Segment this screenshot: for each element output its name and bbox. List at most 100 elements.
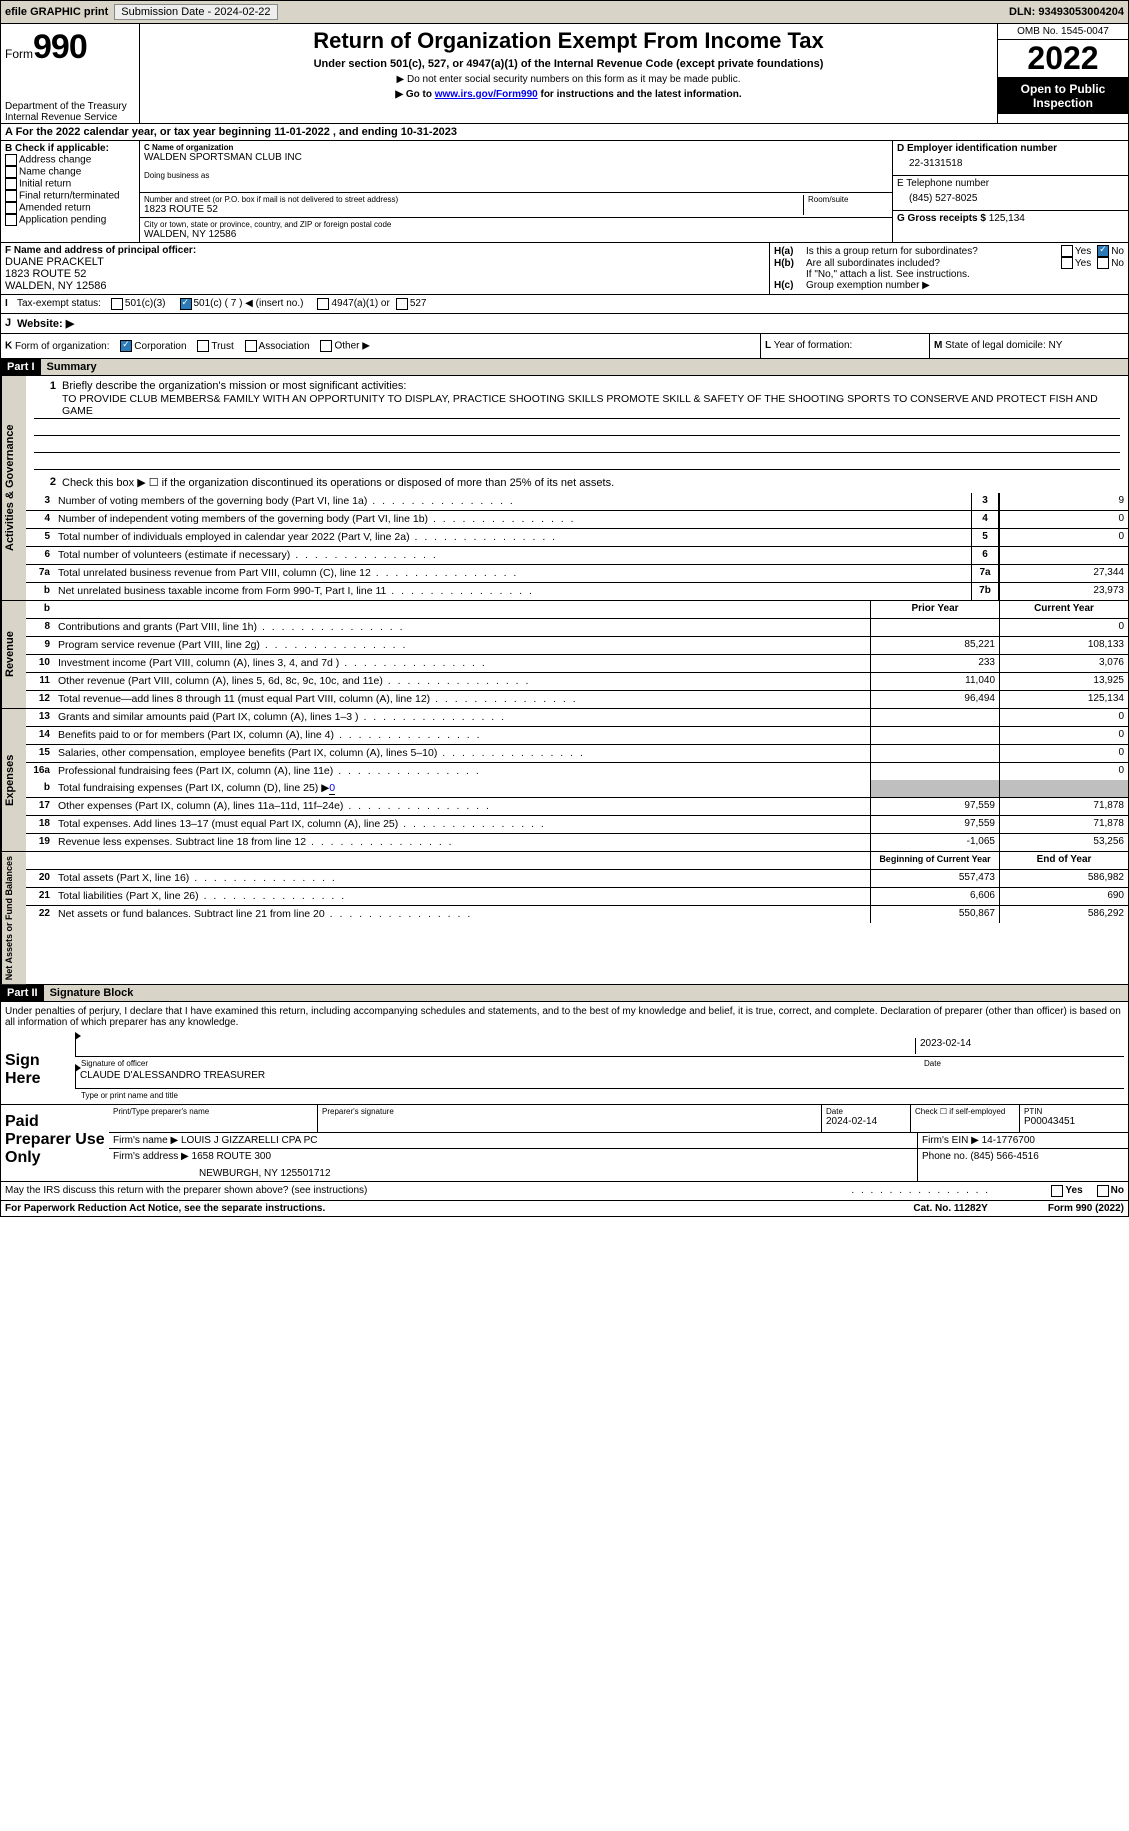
gross-receipts: 125,134 [989, 213, 1025, 224]
summary-revenue: Revenue b Prior Year Current Year 8Contr… [0, 601, 1129, 709]
firm-ein: 14-1776700 [982, 1135, 1035, 1146]
section-f: F Name and address of principal officer:… [1, 243, 770, 294]
section-klm: K Form of organization: Corporation Trus… [0, 334, 1129, 359]
dba [144, 180, 888, 190]
officer-name-title: CLAUDE D'ALESSANDRO TREASURER [75, 1068, 1124, 1089]
phone: (845) 527-8025 [897, 189, 1124, 208]
cb-4947[interactable] [317, 298, 329, 310]
officer-name: DUANE PRACKELT [5, 256, 765, 268]
street: 1823 ROUTE 52 [144, 204, 803, 215]
form-note1: ▶ Do not enter social security numbers o… [144, 74, 993, 85]
table-row: 8Contributions and grants (Part VIII, li… [26, 619, 1128, 637]
table-row: 12Total revenue—add lines 8 through 11 (… [26, 691, 1128, 708]
firm-city: NEWBURGH, NY 125501712 [113, 1162, 913, 1179]
table-row: 19Revenue less expenses. Subtract line 1… [26, 834, 1128, 851]
omb-number: OMB No. 1545-0047 [998, 24, 1128, 40]
table-row: 9Program service revenue (Part VIII, lin… [26, 637, 1128, 655]
section-deg: D Employer identification number 22-3131… [892, 141, 1128, 242]
signature-declaration: Under penalties of perjury, I declare th… [0, 1002, 1129, 1032]
paid-preparer: Paid Preparer Use Only Print/Type prepar… [0, 1105, 1129, 1182]
form-header: Form990 Department of the Treasury Inter… [0, 24, 1129, 124]
officer-city: WALDEN, NY 12586 [5, 280, 765, 292]
city: WALDEN, NY 12586 [144, 229, 888, 240]
cb-trust[interactable] [197, 340, 209, 352]
cb-app-pending[interactable] [5, 214, 17, 226]
firm-name: LOUIS J GIZZARELLI CPA PC [181, 1135, 318, 1146]
section-bcdefg: B Check if applicable: Address change Na… [0, 141, 1129, 243]
tab-revenue: Revenue [1, 601, 26, 708]
form-subtitle: Under section 501(c), 527, or 4947(a)(1)… [144, 58, 993, 70]
officer-street: 1823 ROUTE 52 [5, 268, 765, 280]
form-title: Return of Organization Exempt From Incom… [144, 28, 993, 54]
ein: 22-3131518 [897, 154, 1124, 173]
cb-initial-return[interactable] [5, 178, 17, 190]
cat-no: Cat. No. 11282Y [913, 1203, 987, 1214]
section-h: H(a) Is this a group return for subordin… [770, 243, 1128, 294]
form-footer: Form 990 (2022) [1048, 1203, 1124, 1214]
sig-date: 2023-02-14 [915, 1038, 1120, 1054]
firm-addr: 1658 ROUTE 300 [192, 1151, 272, 1162]
dln: DLN: 93493053004204 [1009, 6, 1124, 18]
col-boy: Beginning of Current Year [870, 852, 999, 869]
table-row: 17Other expenses (Part IX, column (A), l… [26, 798, 1128, 816]
cb-ha-yes[interactable] [1061, 245, 1073, 257]
table-row: 21Total liabilities (Part X, line 26)6,6… [26, 888, 1128, 906]
table-row: 14Benefits paid to or for members (Part … [26, 727, 1128, 745]
cb-hb-yes[interactable] [1061, 257, 1073, 269]
cb-527[interactable] [396, 298, 408, 310]
open-inspection: Open to Public Inspection [998, 78, 1128, 114]
table-row: 10Investment income (Part VIII, column (… [26, 655, 1128, 673]
col-eoy: End of Year [999, 852, 1128, 869]
summary-netassets: Net Assets or Fund Balances Beginning of… [0, 852, 1129, 985]
tax-year: 2022 [998, 40, 1128, 78]
form-note2: ▶ Go to www.irs.gov/Form990 for instruct… [144, 89, 993, 100]
col-prior: Prior Year [870, 601, 999, 618]
dept-label: Department of the Treasury [5, 101, 135, 112]
table-row: 15Salaries, other compensation, employee… [26, 745, 1128, 763]
org-name: WALDEN SPORTSMAN CLUB INC [144, 152, 888, 163]
footer: For Paperwork Reduction Act Notice, see … [0, 1201, 1129, 1217]
summary-activities: Activities & Governance 1Briefly describ… [0, 376, 1129, 601]
top-bar: efile GRAPHIC print Submission Date - 20… [0, 0, 1129, 24]
prep-date: 2024-02-14 [826, 1116, 906, 1127]
section-b: B Check if applicable: Address change Na… [1, 141, 140, 242]
cb-hb-no[interactable] [1097, 257, 1109, 269]
cb-name-change[interactable] [5, 166, 17, 178]
table-row: 22Net assets or fund balances. Subtract … [26, 906, 1128, 923]
section-i: I Tax-exempt status: 501(c)(3) 501(c) ( … [0, 295, 1129, 314]
tab-expenses: Expenses [1, 709, 26, 851]
table-row: 18Total expenses. Add lines 13–17 (must … [26, 816, 1128, 834]
cb-corp[interactable] [120, 340, 132, 352]
cb-501c[interactable] [180, 298, 192, 310]
cb-address-change[interactable] [5, 154, 17, 166]
table-row: bNet unrelated business taxable income f… [26, 583, 1128, 600]
table-row: 4Number of independent voting members of… [26, 511, 1128, 529]
cb-amended[interactable] [5, 202, 17, 214]
section-fh: F Name and address of principal officer:… [0, 243, 1129, 295]
cb-assoc[interactable] [245, 340, 257, 352]
form-label: Form [5, 47, 33, 61]
table-row: 5Total number of individuals employed in… [26, 529, 1128, 547]
form-number: 990 [33, 28, 87, 66]
cb-final-return[interactable] [5, 190, 17, 202]
tab-activities: Activities & Governance [1, 376, 26, 600]
tab-netassets: Net Assets or Fund Balances [1, 852, 26, 984]
sign-here: Sign Here 2023-02-14 Signature of office… [0, 1032, 1129, 1105]
cb-ha-no[interactable] [1097, 245, 1109, 257]
discuss-row: May the IRS discuss this return with the… [0, 1182, 1129, 1201]
summary-expenses: Expenses 13Grants and similar amounts pa… [0, 709, 1129, 852]
part-i-header: Part I Summary [0, 359, 1129, 376]
cb-501c3[interactable] [111, 298, 123, 310]
table-row: 3Number of voting members of the governi… [26, 493, 1128, 511]
cb-discuss-no[interactable] [1097, 1185, 1109, 1197]
efile-label: efile GRAPHIC print [5, 6, 108, 18]
table-row: 20Total assets (Part X, line 16)557,4735… [26, 870, 1128, 888]
firm-phone: (845) 566-4516 [970, 1151, 1038, 1162]
irs-link[interactable]: www.irs.gov/Form990 [435, 89, 538, 100]
table-row: 13Grants and similar amounts paid (Part … [26, 709, 1128, 727]
cb-other[interactable] [320, 340, 332, 352]
submission-date-btn[interactable]: Submission Date - 2024-02-22 [114, 4, 277, 20]
line-a: A For the 2022 calendar year, or tax yea… [0, 124, 1129, 141]
irs-label: Internal Revenue Service [5, 112, 135, 123]
cb-discuss-yes[interactable] [1051, 1185, 1063, 1197]
